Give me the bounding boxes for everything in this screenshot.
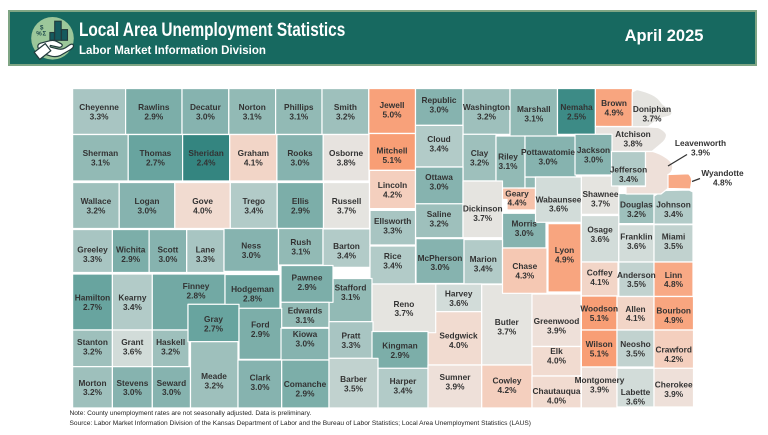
svg-text:%: %: [36, 30, 42, 37]
svg-text:$: $: [40, 25, 44, 32]
svg-text:Σ: Σ: [42, 31, 46, 38]
